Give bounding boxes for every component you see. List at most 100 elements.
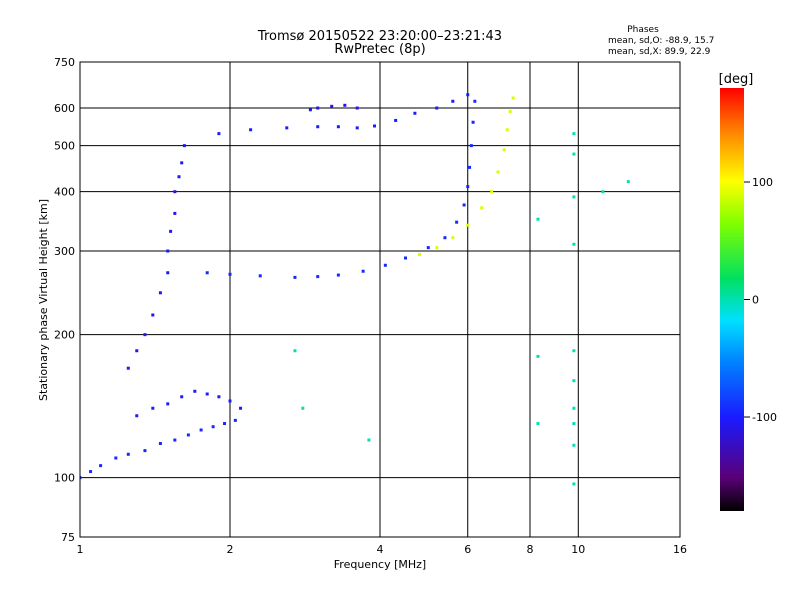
data-point <box>373 124 377 128</box>
x-tick-label: 10 <box>571 543 585 556</box>
colorbar-tick-label: 0 <box>752 294 759 307</box>
data-point <box>426 246 430 250</box>
data-point <box>293 275 297 279</box>
data-point <box>199 428 203 432</box>
data-point <box>135 349 139 353</box>
data-point <box>173 211 177 215</box>
data-point <box>469 144 473 148</box>
data-point <box>336 273 340 277</box>
chart-title: Tromsø 20150522 23:20:00–23:21:43 <box>257 29 502 44</box>
data-point <box>308 108 312 112</box>
data-point <box>330 104 334 108</box>
data-point <box>626 180 630 184</box>
data-point <box>343 103 347 107</box>
data-point <box>572 422 576 426</box>
y-tick-label: 750 <box>54 56 75 69</box>
data-point <box>80 476 82 480</box>
data-point <box>186 433 190 437</box>
data-point <box>466 185 470 189</box>
data-point <box>505 128 509 132</box>
data-point <box>471 120 475 124</box>
y-axis-label: Stationary phase Virtual Height [km] <box>37 199 50 401</box>
data-point <box>114 456 118 460</box>
data-point <box>480 206 484 210</box>
data-points <box>80 93 630 486</box>
data-point <box>135 414 139 418</box>
data-point <box>490 190 494 194</box>
data-point <box>211 425 215 429</box>
phase-stats-o: mean, sd,O: -88.9, 15.7 <box>608 36 714 46</box>
x-tick-label: 16 <box>673 543 687 556</box>
colorbar-gradient <box>720 88 744 511</box>
data-point <box>572 242 576 246</box>
data-point <box>473 99 477 103</box>
data-point <box>151 313 155 317</box>
data-point <box>173 438 177 442</box>
data-point <box>443 236 447 240</box>
data-point <box>239 406 243 410</box>
data-point <box>223 422 227 426</box>
data-point <box>143 449 147 453</box>
data-point <box>572 482 576 486</box>
y-tick-label: 600 <box>54 102 75 115</box>
data-point <box>205 392 209 396</box>
data-point <box>316 106 320 110</box>
data-point <box>455 220 459 224</box>
data-point <box>301 406 305 410</box>
data-point <box>316 125 320 129</box>
data-point <box>536 354 540 358</box>
data-point <box>383 263 387 267</box>
data-point <box>367 438 371 442</box>
data-point <box>126 366 130 370</box>
y-tick-labels: 75 100 200 300 400 500 600 750 <box>54 56 75 544</box>
x-tick-label: 1 <box>77 543 84 556</box>
data-point <box>158 291 162 295</box>
data-point <box>572 195 576 199</box>
colorbar-tick-label: 100 <box>752 176 773 189</box>
y-tick-label: 100 <box>54 472 75 485</box>
data-point <box>394 118 398 122</box>
data-point <box>228 399 232 403</box>
data-point <box>403 256 407 260</box>
data-point <box>143 333 147 337</box>
y-tick-label: 400 <box>54 186 75 199</box>
data-point <box>413 111 417 115</box>
data-point <box>468 165 472 169</box>
x-axis-label: Frequency [MHz] <box>334 558 426 571</box>
data-point <box>233 418 237 422</box>
data-point <box>511 96 515 100</box>
data-point <box>336 125 340 129</box>
data-point <box>217 395 221 399</box>
data-point <box>355 126 359 130</box>
data-point <box>316 275 320 279</box>
x-tick-labels: 1 2 4 6 8 10 16 <box>77 543 688 556</box>
data-point <box>285 126 289 130</box>
data-point <box>435 246 439 250</box>
colorbar-tick-label: -100 <box>752 411 777 424</box>
data-point <box>572 406 576 410</box>
colorbar-ticks: 100 0 -100 <box>744 176 777 424</box>
data-point <box>451 99 455 103</box>
data-point <box>180 395 184 399</box>
data-point <box>361 269 365 273</box>
data-point <box>536 217 540 221</box>
data-point <box>466 223 470 227</box>
data-point <box>572 132 576 136</box>
plot-area: 1 2 4 6 8 10 16 75 100 200 300 400 500 600 750 <box>54 56 687 556</box>
data-point <box>466 93 470 97</box>
data-point <box>151 406 155 410</box>
data-point <box>536 422 540 426</box>
data-point <box>177 175 181 179</box>
data-point <box>572 379 576 383</box>
data-point <box>166 402 170 406</box>
data-point <box>451 236 455 240</box>
data-point <box>228 272 232 276</box>
phase-stats-x: mean, sd,X: 89.9, 22.9 <box>608 47 711 57</box>
data-point <box>173 190 177 194</box>
colorbar: [deg] 100 0 -100 <box>719 72 777 511</box>
data-point <box>355 106 359 110</box>
y-tick-label: 200 <box>54 329 75 342</box>
data-point <box>89 470 93 474</box>
x-tick-label: 6 <box>464 543 471 556</box>
